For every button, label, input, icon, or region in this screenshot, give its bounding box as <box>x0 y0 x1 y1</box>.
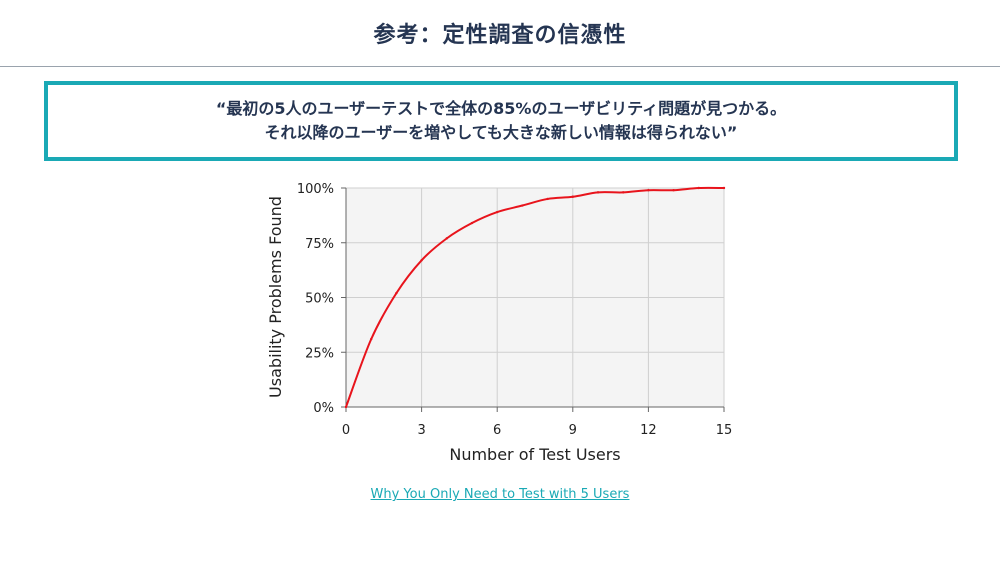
y-tick-label: 100% <box>297 182 334 197</box>
y-tick-labels: 0% 25% 50% 75% 100% <box>297 182 334 416</box>
data-point <box>470 221 474 225</box>
x-tick-label: 3 <box>417 423 425 438</box>
title-divider <box>0 66 1000 67</box>
data-point <box>546 197 549 201</box>
data-point <box>622 191 625 194</box>
data-point <box>647 188 650 192</box>
y-tick-label: 75% <box>305 237 334 252</box>
data-point <box>521 204 524 207</box>
grid-lines <box>341 187 725 412</box>
x-tick-labels: 0 3 6 9 12 15 <box>342 423 732 438</box>
x-tick-label: 12 <box>640 423 657 438</box>
data-point <box>344 405 348 409</box>
data-point <box>445 237 448 240</box>
usability-chart: 0% 25% 50% 75% 100% 0 3 6 9 12 15 Number of Test … <box>268 176 734 462</box>
data-point <box>571 195 574 198</box>
axis-lines <box>345 188 724 408</box>
series-points <box>344 186 726 409</box>
x-tick-label: 9 <box>569 423 577 438</box>
y-axis-label: Usability Problems Found <box>268 196 285 398</box>
data-point <box>496 210 499 214</box>
x-tick-label: 0 <box>342 423 350 438</box>
y-tick-label: 50% <box>305 292 334 307</box>
page-title: 参考：定性調査の信憑性 <box>373 23 627 48</box>
x-axis-label: Number of Test Users <box>449 445 620 462</box>
data-point <box>395 291 398 295</box>
data-point <box>672 188 675 192</box>
x-tick-label: 15 <box>716 423 733 438</box>
source-link[interactable]: Why You Only Need to Test with 5 Users <box>370 487 630 502</box>
data-point <box>722 186 726 190</box>
data-point <box>697 186 700 190</box>
y-tick-label: 25% <box>305 346 334 361</box>
y-tick-label: 0% <box>313 401 334 416</box>
data-point <box>420 259 423 262</box>
quote-line-2: それ以降のユーザーを増やしても大きな新しい情報は得られない” <box>264 123 738 142</box>
series-line <box>345 186 725 408</box>
data-point <box>370 337 373 341</box>
quote-box: “最初の5人のユーザーテストで全体の85%のユーザビリティ問題が見つかる。 それ… <box>44 81 958 161</box>
x-tick-label: 6 <box>493 423 501 438</box>
data-point <box>596 191 600 194</box>
quote-line-1: “最初の5人のユーザーテストで全体の85%のユーザビリティ問題が見つかる。 <box>215 99 787 118</box>
